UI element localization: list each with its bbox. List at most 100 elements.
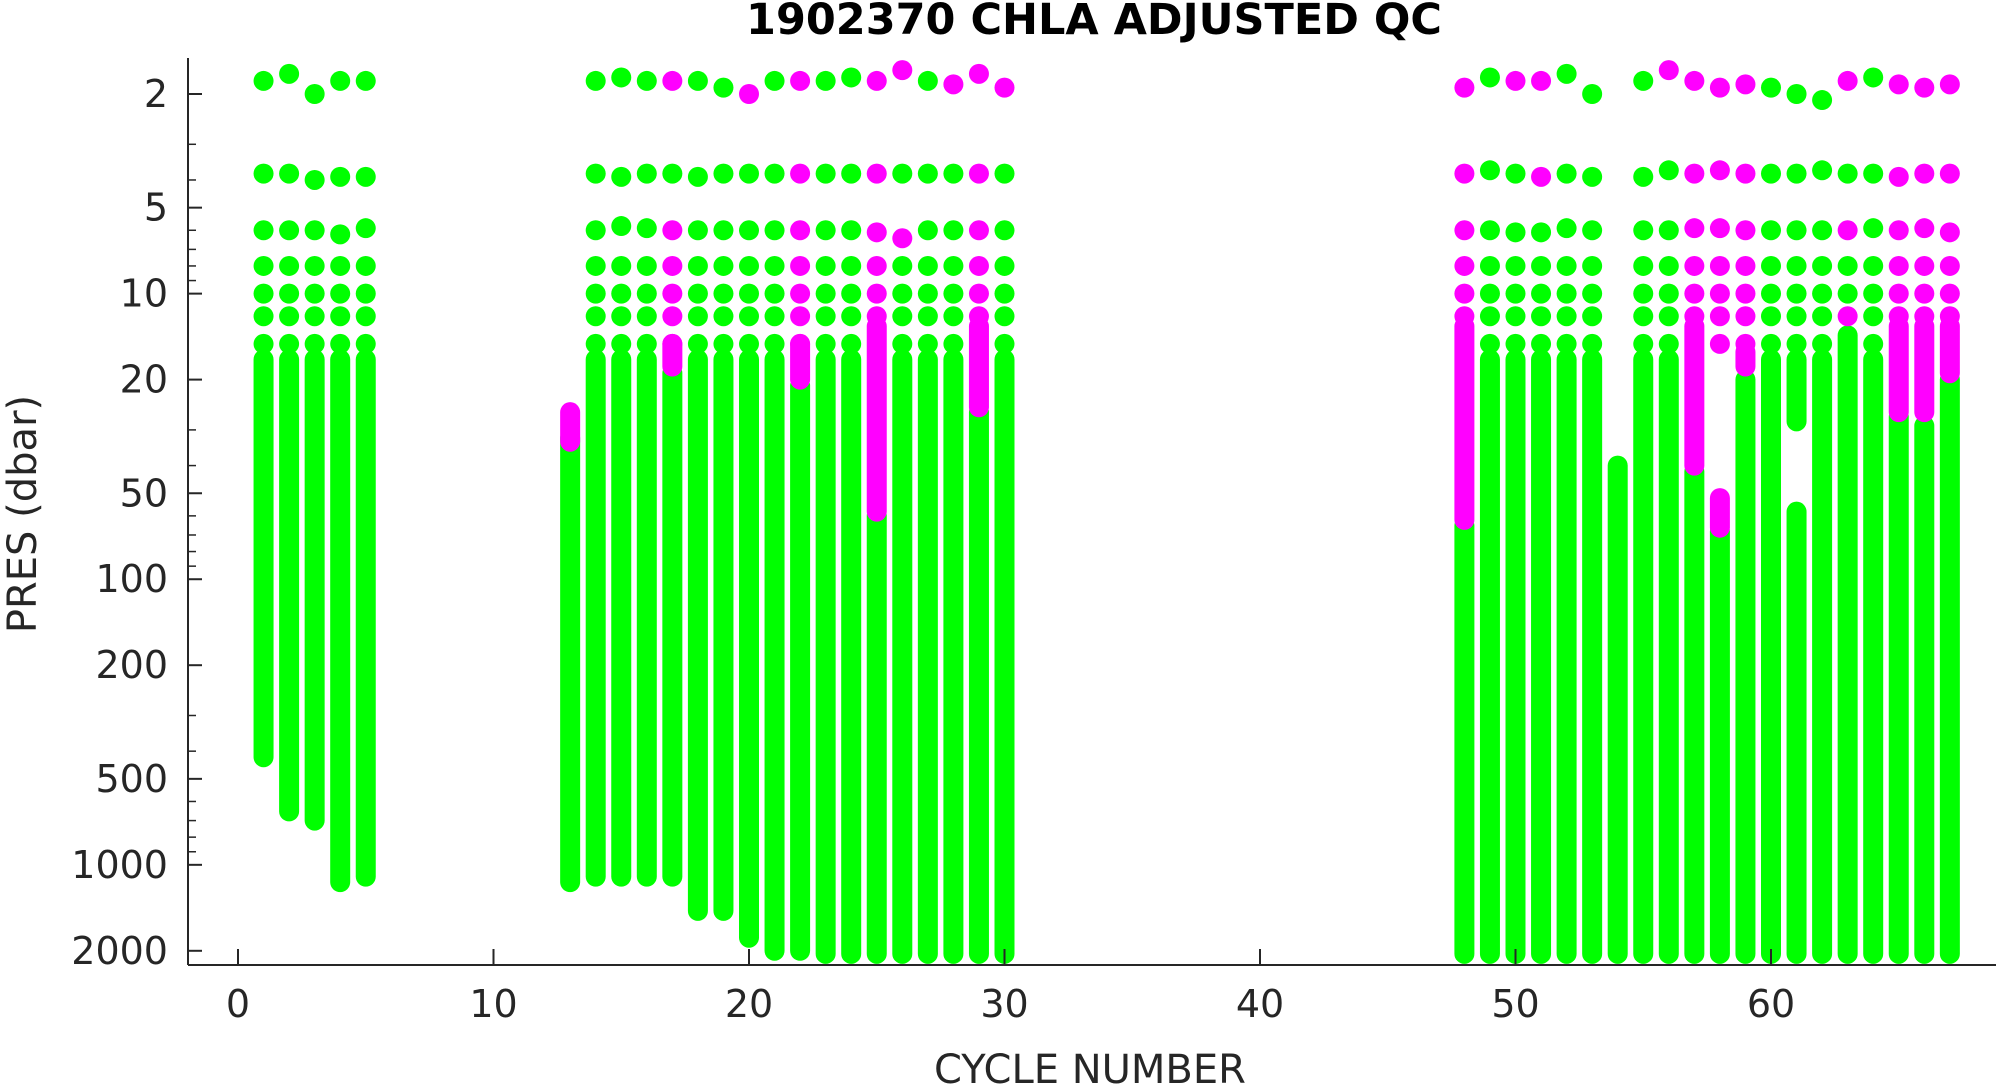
data-point xyxy=(1939,222,1960,243)
data-point xyxy=(739,163,759,184)
data-point xyxy=(253,333,274,354)
data-point xyxy=(1863,163,1884,184)
y-tick-label: 2000 xyxy=(71,929,168,973)
data-point xyxy=(304,84,325,104)
data-point xyxy=(968,220,989,241)
data-point xyxy=(1735,255,1756,276)
data-point xyxy=(585,220,606,241)
data-point xyxy=(917,163,938,184)
data-point xyxy=(1863,67,1884,88)
data-point xyxy=(355,306,376,327)
data-point xyxy=(1939,255,1960,276)
data-point xyxy=(1735,163,1756,184)
data-point xyxy=(1531,255,1552,276)
data-point xyxy=(1479,67,1500,88)
data-point xyxy=(739,333,759,354)
data-point xyxy=(943,74,964,95)
x-ticks: 0 10 20 30 40 50 60 xyxy=(226,949,1795,1026)
data-point xyxy=(279,255,300,276)
data-point xyxy=(1479,220,1500,241)
data-point xyxy=(1505,333,1526,354)
data-point xyxy=(687,220,708,241)
data-point xyxy=(330,166,351,187)
data-point xyxy=(994,220,1015,241)
data-point xyxy=(1633,333,1654,354)
data-point xyxy=(1709,77,1730,98)
data-point xyxy=(1914,255,1935,276)
data-point xyxy=(662,283,683,304)
data-point xyxy=(279,163,300,184)
data-point xyxy=(917,220,938,241)
data-point xyxy=(1556,283,1577,304)
data-point xyxy=(1633,306,1654,327)
data-point xyxy=(585,333,606,354)
plot-area xyxy=(253,60,1960,964)
data-point xyxy=(1658,283,1679,304)
data-point xyxy=(304,306,325,327)
data-point xyxy=(279,63,300,84)
data-point xyxy=(330,224,351,245)
data-point xyxy=(1531,283,1552,304)
data-point xyxy=(1812,160,1833,181)
data-point xyxy=(1531,70,1552,91)
data-point xyxy=(917,255,938,276)
data-point xyxy=(841,67,862,88)
data-point xyxy=(994,283,1015,304)
data-point xyxy=(1531,333,1552,354)
data-point xyxy=(1863,218,1884,239)
data-point xyxy=(1709,255,1730,276)
data-point xyxy=(1761,163,1781,184)
y-tick-label: 1000 xyxy=(71,843,168,887)
data-point xyxy=(1709,160,1730,181)
data-point xyxy=(1786,255,1807,276)
data-point xyxy=(943,163,964,184)
data-point xyxy=(994,163,1015,184)
data-point xyxy=(1812,333,1833,354)
data-point xyxy=(1735,74,1756,95)
data-point xyxy=(1556,255,1577,276)
data-point xyxy=(611,216,632,237)
y-axis-label: PRES (dbar) xyxy=(0,395,46,633)
data-point xyxy=(585,70,606,91)
data-point xyxy=(790,255,811,276)
data-point xyxy=(943,306,964,327)
data-point xyxy=(866,283,887,304)
axes: 2 5 10 20 50 100 200 500 1000 2000 0 10 20 30 40 50 60 xyxy=(71,58,1996,1026)
data-point xyxy=(1479,160,1500,181)
data-point xyxy=(1863,283,1884,304)
data-point xyxy=(662,163,683,184)
data-point xyxy=(815,255,836,276)
data-point xyxy=(253,255,274,276)
data-point xyxy=(790,70,811,91)
data-point xyxy=(943,333,964,354)
data-point xyxy=(943,220,964,241)
data-point xyxy=(611,166,632,187)
data-point xyxy=(1684,255,1705,276)
data-point xyxy=(1709,306,1730,327)
data-point xyxy=(739,84,759,104)
data-point xyxy=(1888,220,1909,241)
data-point xyxy=(968,163,989,184)
data-point xyxy=(713,255,734,276)
data-point xyxy=(1786,333,1807,354)
data-point xyxy=(1556,333,1577,354)
data-point xyxy=(1454,163,1475,184)
data-point xyxy=(1939,163,1960,184)
chart-title: 1902370 CHLA ADJUSTED QC xyxy=(746,0,1442,45)
y-tick-label: 50 xyxy=(120,471,168,515)
data-point xyxy=(1582,283,1603,304)
y-tick-label: 100 xyxy=(95,557,168,601)
data-point xyxy=(1531,306,1552,327)
data-point xyxy=(1837,306,1858,327)
data-point xyxy=(1761,283,1781,304)
y-tick-label: 10 xyxy=(120,272,168,316)
data-point xyxy=(1658,333,1679,354)
data-point xyxy=(1556,63,1577,84)
y-tick-label: 5 xyxy=(144,186,168,230)
data-point xyxy=(790,283,811,304)
data-point xyxy=(253,306,274,327)
data-point xyxy=(790,220,811,241)
data-point xyxy=(585,163,606,184)
data-point xyxy=(330,255,351,276)
